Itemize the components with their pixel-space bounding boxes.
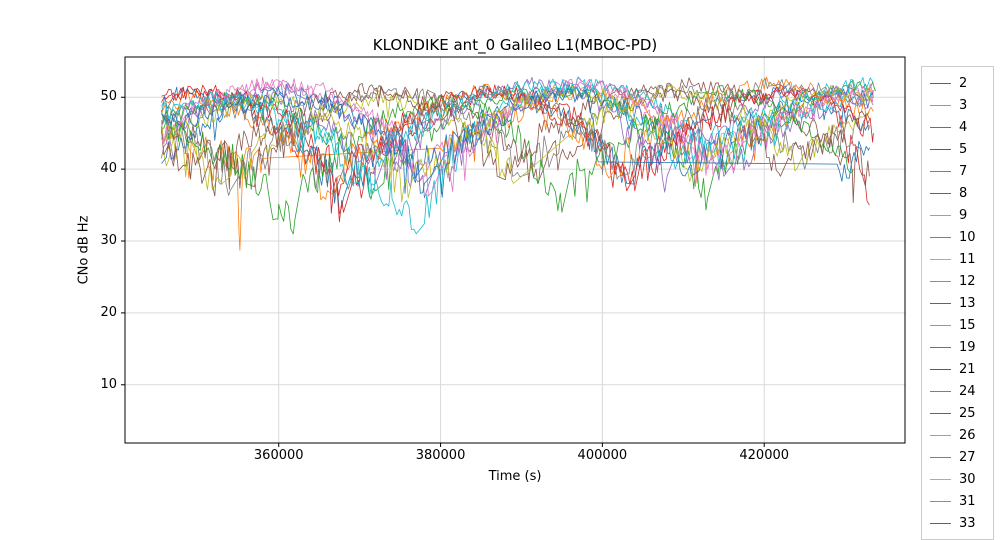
legend-entry-19: 19 xyxy=(922,336,993,358)
x-tick-label: 380000 xyxy=(415,448,466,463)
legend-entry-2: 2 xyxy=(922,72,993,94)
y-tick-label: 40 xyxy=(100,161,117,177)
series-line-33 xyxy=(161,87,870,198)
y-tick-label: 10 xyxy=(100,376,117,392)
legend-entry-21: 21 xyxy=(922,358,993,380)
legend-entry-27: 27 xyxy=(922,446,993,468)
legend: 2 3 4 5 7 8 9 10 11 12 13 15 19 21 24 25 26 27 30 31 33 xyxy=(921,66,994,540)
legend-label: 4 xyxy=(959,119,968,135)
y-tick-label: 30 xyxy=(100,233,117,248)
chart-title: KLONDIKE ant_0 Galileo L1(MBOC-PD) xyxy=(372,36,658,54)
series-line-13 xyxy=(161,83,874,194)
legend-line-sample xyxy=(930,390,951,392)
legend-entry-10: 10 xyxy=(922,226,993,248)
legend-line-sample xyxy=(930,104,951,106)
series-line-8 xyxy=(161,77,870,204)
legend-line-sample xyxy=(930,192,951,194)
legend-entry-12: 12 xyxy=(922,270,993,292)
legend-line-sample xyxy=(930,170,951,172)
legend-entry-5: 5 xyxy=(922,138,993,160)
legend-line-sample xyxy=(930,434,951,436)
legend-line-sample xyxy=(930,346,951,348)
legend-label: 3 xyxy=(959,97,968,113)
legend-entry-3: 3 xyxy=(922,94,993,116)
plot-canvas xyxy=(121,56,906,447)
series-line-25 xyxy=(161,83,870,197)
legend-line-sample xyxy=(930,324,951,326)
legend-line-sample xyxy=(930,302,951,304)
legend-label: 30 xyxy=(959,471,976,487)
legend-entry-30: 30 xyxy=(922,468,993,490)
legend-entry-31: 31 xyxy=(922,490,993,512)
legend-label: 12 xyxy=(959,273,976,289)
legend-label: 7 xyxy=(959,163,968,179)
y-axis-label: CNo dB Hz xyxy=(76,215,92,285)
legend-label: 11 xyxy=(959,251,976,267)
legend-line-sample xyxy=(930,236,951,238)
legend-label: 24 xyxy=(959,383,976,399)
legend-line-sample xyxy=(930,412,951,414)
x-tick-label: 360000 xyxy=(253,448,304,463)
legend-label: 26 xyxy=(959,427,976,443)
legend-entry-15: 15 xyxy=(922,314,993,336)
legend-label: 9 xyxy=(959,207,968,223)
series-line-31 xyxy=(161,77,874,195)
x-tick-label: 400000 xyxy=(577,448,628,463)
legend-line-sample xyxy=(930,280,951,282)
legend-line-sample xyxy=(930,522,951,524)
legend-entry-25: 25 xyxy=(922,402,993,424)
plot-frame xyxy=(124,56,906,444)
series-line-27 xyxy=(161,77,866,198)
legend-label: 31 xyxy=(959,493,976,509)
legend-label: 15 xyxy=(959,317,976,333)
legend-entry-33: 33 xyxy=(922,512,993,534)
legend-entry-26: 26 xyxy=(922,424,993,446)
legend-label: 13 xyxy=(959,295,976,311)
legend-entry-11: 11 xyxy=(922,248,993,270)
legend-label: 2 xyxy=(959,75,968,91)
legend-label: 8 xyxy=(959,185,968,201)
legend-label: 27 xyxy=(959,449,976,465)
legend-label: 21 xyxy=(959,361,976,377)
legend-line-sample xyxy=(930,478,951,480)
legend-entry-4: 4 xyxy=(922,116,993,138)
y-tick-label: 20 xyxy=(100,304,117,320)
legend-entry-9: 9 xyxy=(922,204,993,226)
legend-line-sample xyxy=(930,82,951,84)
legend-line-sample xyxy=(930,500,951,502)
legend-line-sample xyxy=(930,148,951,150)
legend-entry-24: 24 xyxy=(922,380,993,402)
figure: KLONDIKE ant_0 Galileo L1(MBOC-PD) Time … xyxy=(76,36,994,540)
x-tick-label: 420000 xyxy=(739,448,790,463)
series-line-21 xyxy=(161,84,874,214)
y-tick-label: 50 xyxy=(100,89,117,105)
legend-label: 33 xyxy=(959,515,976,531)
legend-label: 10 xyxy=(959,229,976,245)
legend-entry-7: 7 xyxy=(922,160,993,182)
legend-line-sample xyxy=(930,214,951,216)
x-axis-label: Time (s) xyxy=(488,469,542,484)
legend-line-sample xyxy=(930,126,951,128)
legend-line-sample xyxy=(930,368,951,370)
legend-label: 5 xyxy=(959,141,968,157)
series-line-30 xyxy=(161,84,874,203)
legend-entry-8: 8 xyxy=(922,182,993,204)
legend-label: 19 xyxy=(959,339,976,355)
legend-entry-13: 13 xyxy=(922,292,993,314)
legend-label: 25 xyxy=(959,405,976,421)
legend-line-sample xyxy=(930,258,951,260)
legend-line-sample xyxy=(930,456,951,458)
